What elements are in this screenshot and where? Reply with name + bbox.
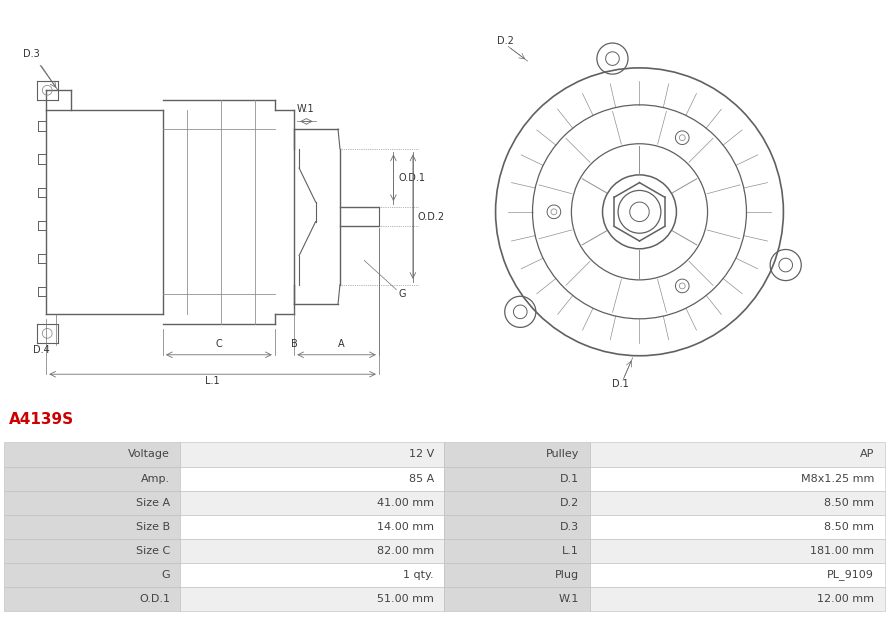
Bar	[589, 442, 885, 467]
Text: 12.00 mm: 12.00 mm	[817, 594, 874, 604]
Bar	[589, 587, 885, 611]
Bar	[180, 442, 444, 467]
Bar	[4, 539, 180, 563]
Text: Amp.: Amp.	[140, 473, 170, 483]
Text: M8x1.25 mm: M8x1.25 mm	[801, 473, 874, 483]
Bar	[4, 563, 180, 587]
Text: D.2: D.2	[560, 498, 579, 508]
Text: PL_9109: PL_9109	[827, 569, 874, 580]
Bar	[589, 563, 885, 587]
Text: 14.00 mm: 14.00 mm	[377, 521, 434, 531]
Bar	[444, 515, 589, 539]
Bar	[180, 467, 444, 490]
Bar	[589, 467, 885, 490]
Bar	[589, 490, 885, 515]
Bar	[4, 587, 180, 611]
Bar	[180, 490, 444, 515]
Text: Size B: Size B	[136, 521, 170, 531]
Bar	[180, 515, 444, 539]
Text: 12 V: 12 V	[409, 449, 434, 460]
Bar	[444, 587, 589, 611]
Text: O.D.1: O.D.1	[398, 173, 425, 183]
Text: D.3: D.3	[23, 49, 40, 59]
Bar	[180, 539, 444, 563]
Text: Pulley: Pulley	[546, 449, 579, 460]
Bar	[589, 539, 885, 563]
Bar	[444, 467, 589, 490]
Text: D.1: D.1	[560, 473, 579, 483]
Text: 41.00 mm: 41.00 mm	[377, 498, 434, 508]
Text: 82.00 mm: 82.00 mm	[377, 546, 434, 556]
Text: D.1: D.1	[613, 379, 629, 389]
Text: A: A	[338, 339, 345, 349]
Text: D.4: D.4	[33, 345, 50, 355]
Text: L.1: L.1	[205, 376, 220, 386]
Text: AP: AP	[860, 449, 874, 460]
Text: Size C: Size C	[136, 546, 170, 556]
Bar	[4, 490, 180, 515]
Text: G: G	[398, 290, 405, 300]
Text: O.D.1: O.D.1	[139, 594, 170, 604]
Bar	[4, 442, 180, 467]
Bar	[444, 539, 589, 563]
Text: 8.50 mm: 8.50 mm	[824, 498, 874, 508]
Text: C: C	[215, 339, 222, 349]
Text: O.D.2: O.D.2	[418, 212, 444, 222]
Text: 8.50 mm: 8.50 mm	[824, 521, 874, 531]
Text: Plug: Plug	[555, 570, 579, 580]
Text: Size A: Size A	[136, 498, 170, 508]
Text: B: B	[291, 339, 298, 349]
Text: W.1: W.1	[559, 594, 579, 604]
Bar	[444, 490, 589, 515]
Text: 85 A: 85 A	[409, 473, 434, 483]
Text: Voltage: Voltage	[128, 449, 170, 460]
Text: 181.00 mm: 181.00 mm	[810, 546, 874, 556]
Text: W.1: W.1	[297, 103, 315, 113]
Bar	[180, 587, 444, 611]
Text: D.3: D.3	[560, 521, 579, 531]
Bar	[180, 563, 444, 587]
Bar	[4, 515, 180, 539]
Bar	[589, 515, 885, 539]
Text: D.2: D.2	[497, 36, 514, 45]
Text: A4139S: A4139S	[9, 412, 74, 427]
Text: 1 qty.: 1 qty.	[404, 570, 434, 580]
Bar	[444, 563, 589, 587]
Bar	[444, 442, 589, 467]
Text: G: G	[161, 570, 170, 580]
Text: 51.00 mm: 51.00 mm	[377, 594, 434, 604]
Text: L.1: L.1	[562, 546, 579, 556]
Bar	[4, 467, 180, 490]
